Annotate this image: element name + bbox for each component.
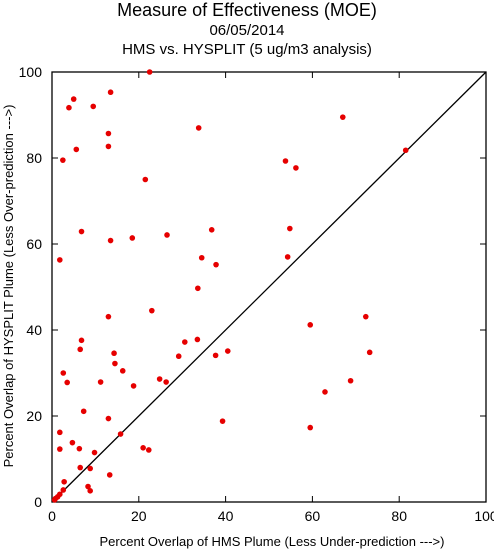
- data-point: [149, 307, 155, 314]
- data-point: [163, 379, 169, 385]
- y-tick-label: 0: [34, 494, 42, 510]
- data-point: [224, 348, 231, 354]
- y-tick-label: 60: [26, 236, 42, 252]
- data-point: [105, 143, 112, 150]
- y-tick-label: 80: [26, 150, 42, 166]
- data-point: [402, 147, 409, 154]
- y-tick-label: 20: [26, 408, 42, 424]
- data-point: [69, 439, 76, 446]
- data-point: [198, 254, 205, 261]
- data-point: [322, 389, 328, 395]
- data-point: [97, 379, 104, 385]
- data-point: [146, 69, 153, 75]
- data-point: [219, 418, 226, 424]
- data-point: [66, 104, 72, 111]
- data-point: [195, 125, 202, 131]
- data-point: [105, 415, 112, 422]
- data-point: [61, 478, 67, 485]
- x-tick-label: 0: [48, 508, 56, 524]
- data-point: [107, 237, 114, 244]
- data-point: [284, 254, 291, 260]
- data-point: [145, 447, 152, 453]
- data-point: [117, 431, 124, 437]
- data-point: [164, 232, 170, 238]
- data-point: [64, 379, 70, 386]
- data-point: [60, 157, 66, 163]
- data-point: [87, 488, 93, 494]
- data-point: [70, 96, 77, 102]
- chart-title: Measure of Effectiveness (MOE): [117, 0, 377, 20]
- data-point: [105, 313, 112, 320]
- data-point: [112, 360, 118, 367]
- data-point: [129, 235, 136, 241]
- data-point: [140, 445, 146, 451]
- chart-date: 06/05/2014: [209, 22, 285, 39]
- y-tick-label: 100: [19, 64, 43, 80]
- x-tick-label: 80: [391, 508, 407, 524]
- data-point: [105, 130, 112, 137]
- one-to-one-line: [51, 71, 487, 503]
- data-point: [111, 350, 117, 357]
- data-point: [73, 146, 80, 153]
- data-point: [106, 472, 113, 478]
- plot-border: [51, 71, 487, 503]
- data-point: [77, 346, 84, 353]
- data-point: [57, 429, 63, 436]
- data-points: [51, 69, 409, 503]
- data-point: [194, 336, 201, 343]
- y-tick-label: 40: [26, 322, 42, 338]
- data-point: [307, 322, 314, 328]
- y-axis-label: Percent Overlap of HYSPLIT Plume (Less O…: [1, 105, 16, 468]
- data-point: [175, 353, 182, 360]
- x-axis-label: Percent Overlap of HMS Plume (Less Under…: [100, 534, 445, 549]
- data-point: [156, 376, 163, 382]
- data-point: [293, 165, 299, 171]
- data-point: [366, 349, 373, 356]
- data-point: [57, 446, 63, 452]
- data-point: [60, 487, 67, 493]
- x-tick-label: 100: [474, 508, 494, 524]
- data-point: [208, 227, 215, 233]
- data-point: [195, 285, 201, 292]
- axis-ticks: 0 20 40 60 80 100 0 20 40 60 80 100: [19, 64, 494, 524]
- data-point: [76, 445, 83, 452]
- data-point: [51, 497, 58, 503]
- data-point: [60, 370, 67, 376]
- plot-frame: [51, 71, 487, 503]
- data-point: [57, 257, 63, 263]
- x-tick-label: 60: [305, 508, 321, 524]
- data-point: [130, 383, 137, 389]
- data-point: [142, 176, 149, 183]
- x-tick-label: 40: [218, 508, 234, 524]
- chart-subtitle: HMS vs. HYSPLIT (5 ug/m3 analysis): [122, 41, 372, 58]
- data-point: [119, 368, 126, 374]
- data-point: [87, 465, 93, 472]
- data-point: [347, 377, 354, 384]
- data-point: [80, 408, 87, 415]
- data-point: [282, 158, 289, 164]
- data-point: [85, 483, 91, 490]
- data-point: [90, 103, 97, 110]
- data-point: [78, 228, 85, 235]
- data-point: [91, 449, 98, 456]
- data-point: [213, 261, 219, 268]
- data-point: [77, 464, 84, 471]
- data-point: [307, 424, 314, 431]
- data-point: [212, 352, 219, 359]
- x-tick-label: 20: [131, 508, 147, 524]
- data-point: [107, 89, 114, 96]
- data-point: [362, 313, 369, 320]
- data-point: [182, 339, 188, 345]
- data-point: [287, 225, 293, 232]
- data-point: [339, 114, 346, 120]
- data-point: [78, 337, 85, 344]
